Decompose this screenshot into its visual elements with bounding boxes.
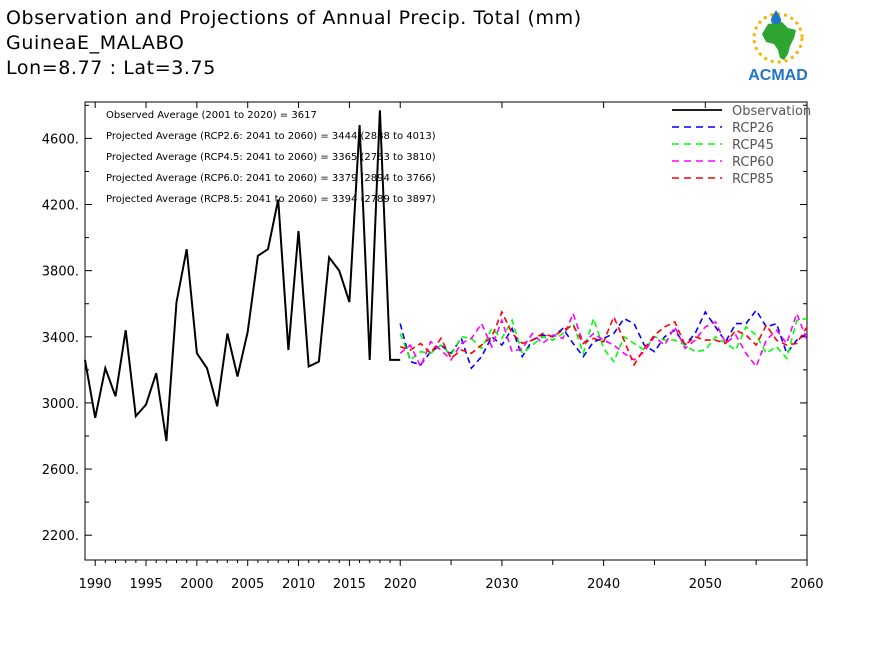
chart-title: Observation and Projections of Annual Pr… xyxy=(6,7,582,29)
x-tick-label: 2020 xyxy=(384,577,417,592)
legend-label: RCP26 xyxy=(732,121,774,136)
x-tick-label: 2060 xyxy=(790,577,823,592)
x-tick-label: 2005 xyxy=(231,577,264,592)
station-coordinates: Lon=8.77 : Lat=3.75 xyxy=(6,57,216,79)
series-group xyxy=(84,110,808,442)
series-line-rcp26 xyxy=(399,308,808,370)
acmad-logo: ACMAD xyxy=(748,10,808,84)
x-tick-label: 2040 xyxy=(587,577,620,592)
plot-frame xyxy=(84,101,808,561)
annotation-text: Observed Average (2001 to 2020) = 3617 xyxy=(106,110,317,121)
x-axis: 1990 1995 2000 2005 2010 2015 2020 2030 2040 2050… xyxy=(79,102,824,592)
x-tick-label: 2000 xyxy=(180,577,213,592)
x-tick-label: 2015 xyxy=(333,577,366,592)
legend-label: Observation xyxy=(732,104,811,119)
x-tick-label: 2030 xyxy=(485,577,518,592)
x-tick-label: 2050 xyxy=(689,577,722,592)
africa-map-icon xyxy=(762,22,796,60)
legend-label: RCP60 xyxy=(732,155,774,170)
y-tick-label: 2600. xyxy=(42,463,79,478)
water-drop-icon xyxy=(771,10,781,24)
y-tick-label: 3400. xyxy=(42,331,79,346)
series-line-observation xyxy=(84,110,401,442)
annotations: Observed Average (2001 to 2020) = 3617 Pr… xyxy=(106,110,436,205)
annotation-text: Projected Average (RCP4.5: 2041 to 2060)… xyxy=(106,152,436,163)
logo-text: ACMAD xyxy=(748,67,808,84)
station-name: GuineaE_MALABO xyxy=(6,32,185,54)
y-tick-label: 3800. xyxy=(42,265,79,280)
x-tick-label: 2010 xyxy=(282,577,315,592)
legend-label: RCP45 xyxy=(732,138,774,153)
y-axis: 2200. 2600. 3000. 3400. 3800. 4200. 4600. xyxy=(42,104,807,544)
x-tick-label: 1995 xyxy=(129,577,162,592)
annotation-text: Projected Average (RCP6.0: 2041 to 2060)… xyxy=(106,173,436,184)
legend-label: RCP85 xyxy=(732,172,774,187)
annotation-text: Projected Average (RCP8.5: 2041 to 2060)… xyxy=(106,194,436,205)
annotation-text: Projected Average (RCP2.6: 2041 to 2060)… xyxy=(106,131,436,142)
legend: Observation RCP26 RCP45 RCP60 RCP85 xyxy=(672,104,811,187)
x-tick-label: 1990 xyxy=(79,577,112,592)
y-tick-label: 4200. xyxy=(42,199,79,214)
y-tick-label: 2200. xyxy=(42,529,79,544)
y-tick-label: 4600. xyxy=(42,132,79,147)
series-line-rcp85 xyxy=(399,310,808,367)
y-tick-label: 3000. xyxy=(42,397,79,412)
